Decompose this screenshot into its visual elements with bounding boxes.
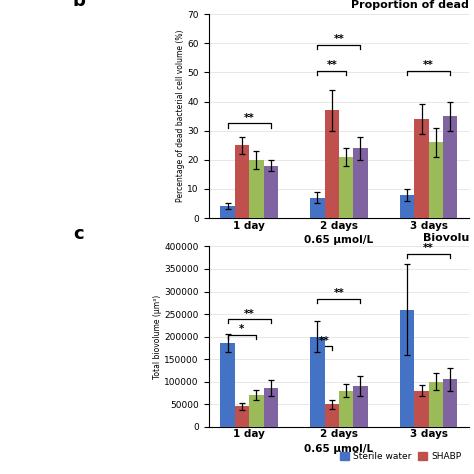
Bar (325, 110, 339, 218)
X-axis label: 0.65 μmol/L: 0.65 μmol/L (304, 235, 374, 245)
Y-axis label: Total biovolume (μm³): Total biovolume (μm³) (153, 294, 162, 379)
Text: **: ** (319, 336, 330, 346)
Bar (249, 160, 264, 218)
Text: **: ** (423, 243, 434, 254)
Legend: Sterile water, SHABP: Sterile water, SHABP (337, 448, 465, 465)
X-axis label: 0.65 μmol/L: 0.65 μmol/L (304, 444, 374, 454)
Bar (400, 310, 414, 427)
Text: **: ** (244, 113, 255, 123)
Bar (414, 119, 428, 218)
Bar (443, 116, 457, 218)
Y-axis label: Percentage of dead bacterial cell volume (%): Percentage of dead bacterial cell volume… (175, 30, 184, 202)
Bar (310, 337, 325, 427)
Bar (443, 379, 457, 427)
Bar (428, 142, 443, 218)
Bar (400, 195, 414, 218)
Text: *: * (239, 324, 245, 335)
Text: Proportion of dead: Proportion of dead (351, 0, 469, 10)
Text: c: c (73, 225, 83, 243)
Bar (428, 382, 443, 427)
Bar (339, 391, 353, 427)
Bar (264, 165, 278, 218)
Bar (220, 206, 235, 218)
Bar (235, 145, 249, 218)
Text: **: ** (244, 309, 255, 319)
Bar (414, 391, 428, 427)
Bar (220, 343, 235, 427)
Bar (264, 388, 278, 427)
Text: **: ** (327, 60, 337, 71)
Bar (353, 148, 368, 218)
Bar (325, 404, 339, 427)
Bar (353, 386, 368, 427)
Text: **: ** (423, 60, 434, 71)
Text: **: ** (334, 34, 344, 44)
Text: **: ** (334, 288, 344, 299)
Bar (310, 198, 325, 218)
Text: b: b (73, 0, 86, 10)
Bar (235, 406, 249, 427)
Bar (249, 395, 264, 427)
Text: Biovolu: Biovolu (423, 233, 469, 243)
Bar (339, 157, 353, 218)
